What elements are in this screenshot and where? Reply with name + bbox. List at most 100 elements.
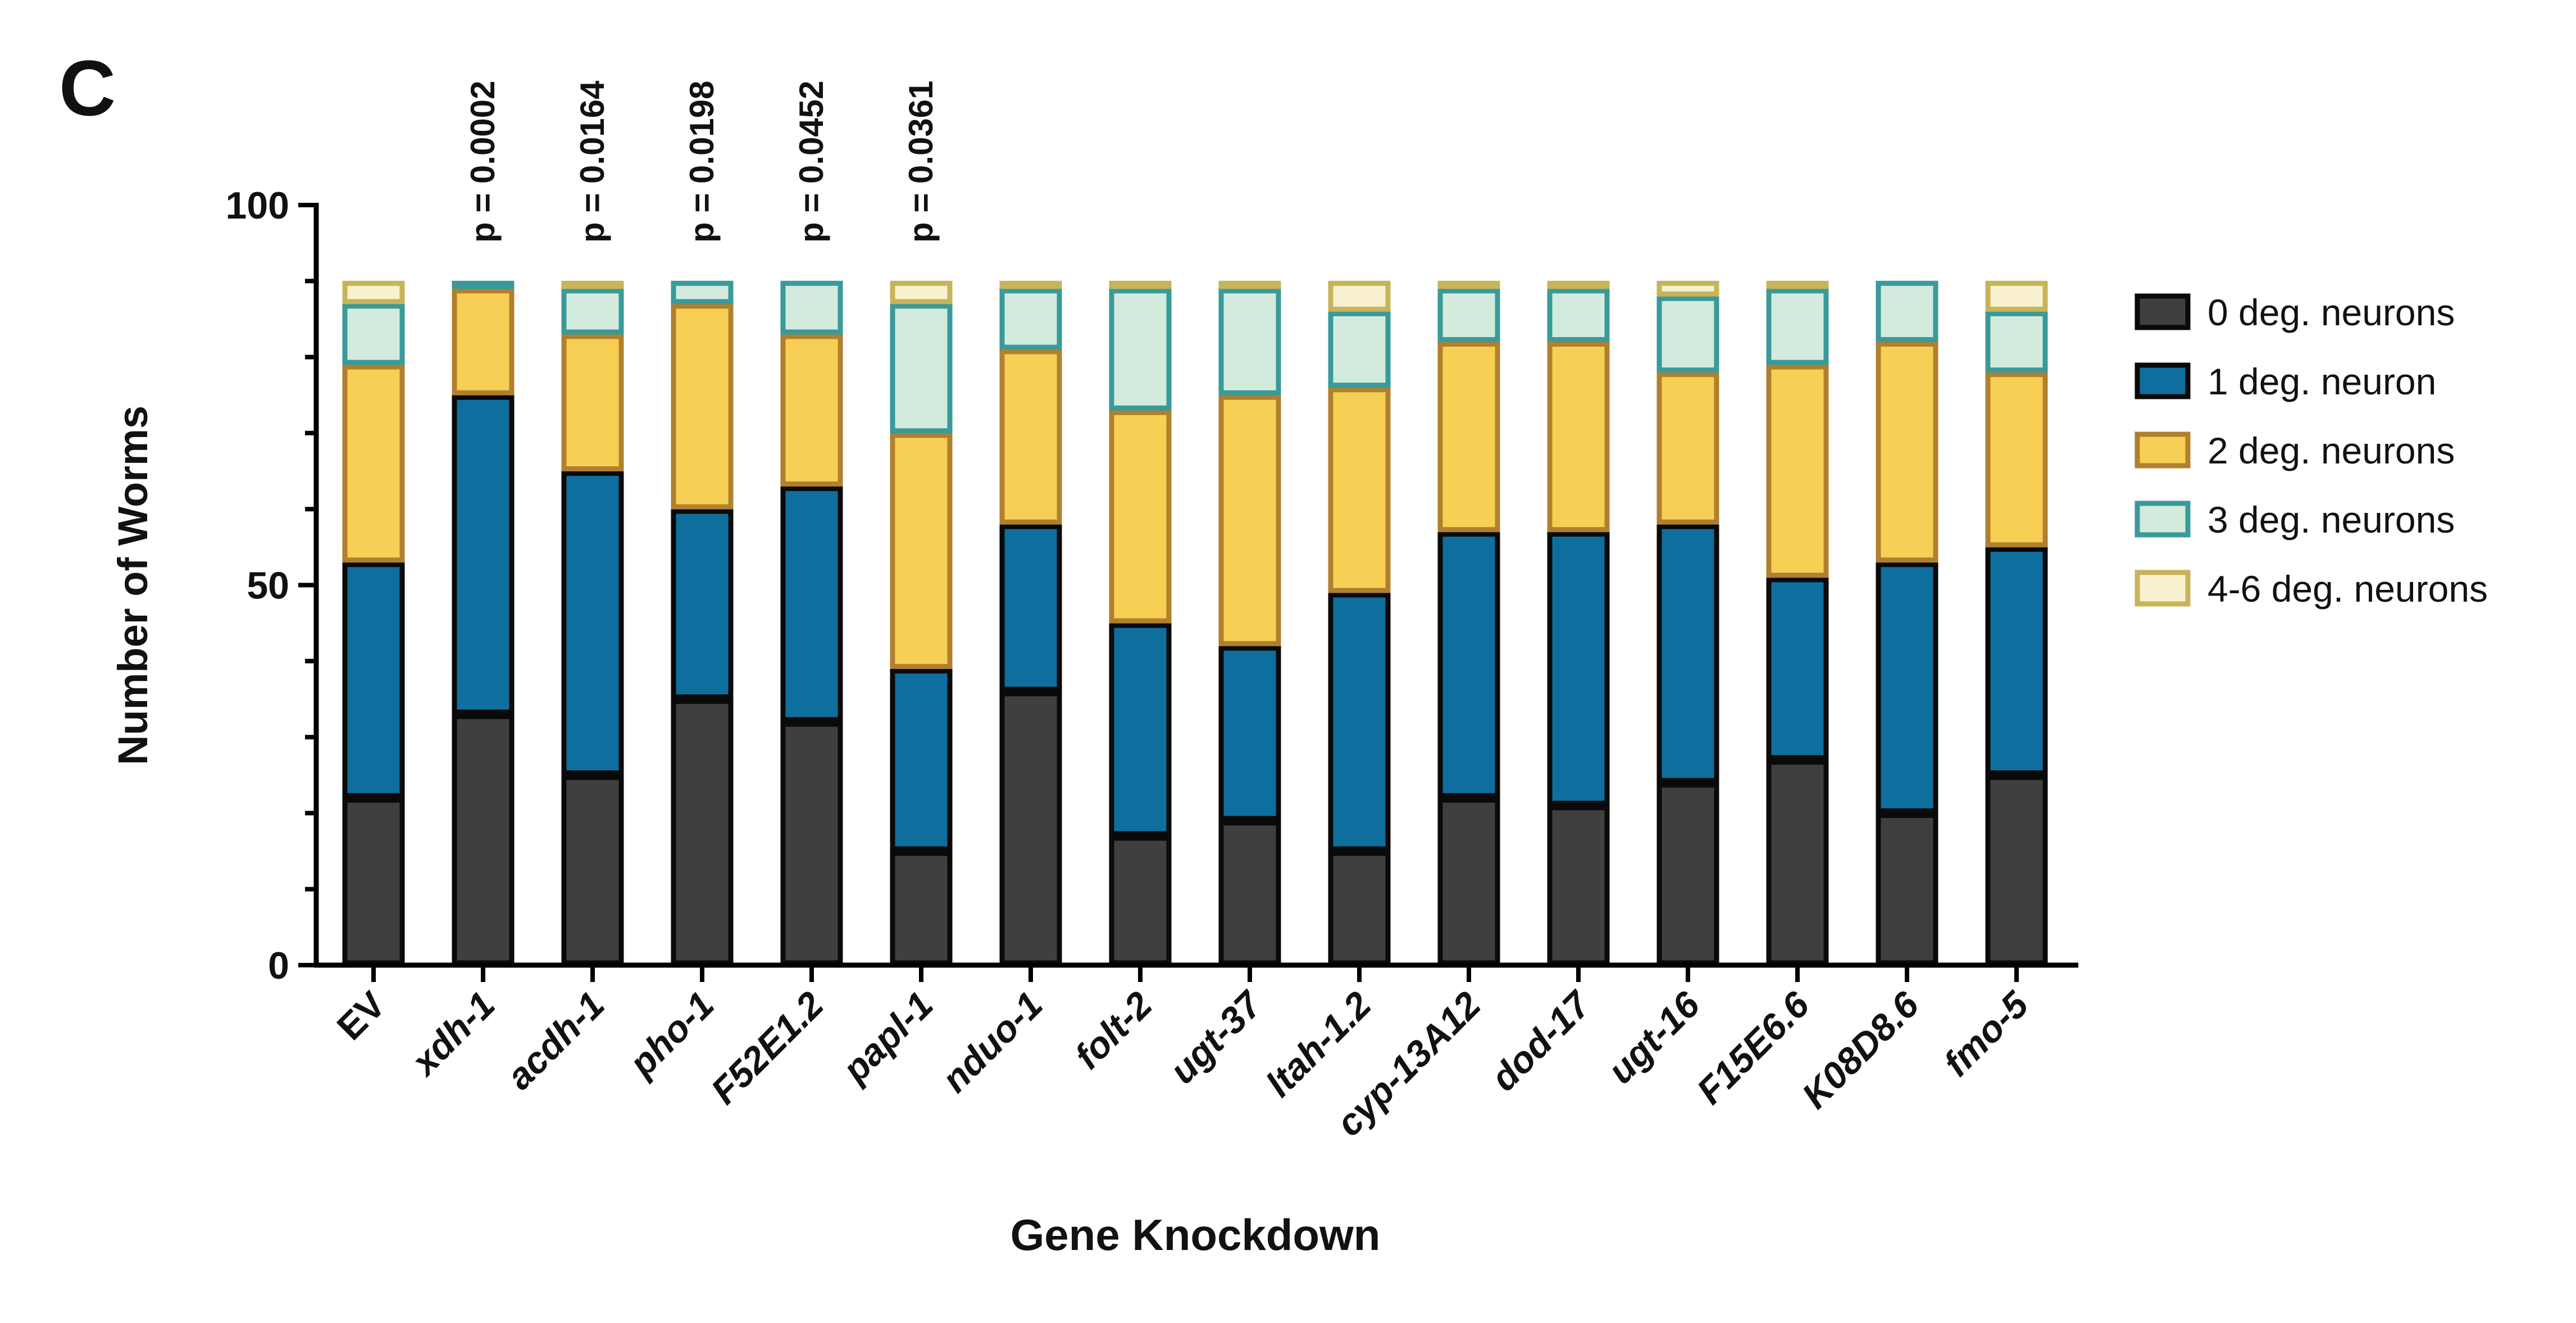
bar-segment-ugt-37-s3 xyxy=(1218,288,1281,395)
legend-label: 4-6 deg. neurons xyxy=(2208,568,2488,610)
legend-label: 3 deg. neurons xyxy=(2208,499,2455,540)
bar-segment-EV-s2 xyxy=(342,364,405,563)
bar-segment-papl-1-s4 xyxy=(890,280,953,304)
legend-swatch xyxy=(2134,293,2191,330)
y-tick-label: 100 xyxy=(226,184,289,227)
bar-segment-acdh-1-s1 xyxy=(561,471,624,776)
bar-segment-pho-1-s2 xyxy=(671,303,734,510)
bar-segment-ltah-1.2-s0 xyxy=(1328,851,1391,966)
x-category-label: pho-1 xyxy=(620,984,722,1085)
bar-segment-papl-1-s2 xyxy=(890,433,953,669)
y-tick-label: 0 xyxy=(268,944,289,987)
x-category-label: dod-17 xyxy=(1483,982,1600,1099)
bar-segment-dod-17-s2 xyxy=(1547,342,1610,533)
bar-segment-F52E1.2-s0 xyxy=(780,721,843,966)
bar-segment-pho-1-s0 xyxy=(671,698,734,966)
bar-segment-F15E6.6-s4 xyxy=(1766,280,1829,289)
y-axis-title: Number of Worms xyxy=(110,406,156,765)
bar-segment-ltah-1.2-s2 xyxy=(1328,387,1391,593)
bar-segment-acdh-1-s0 xyxy=(561,775,624,966)
legend: 0 deg. neurons 1 deg. neuron 2 deg. neuron… xyxy=(2134,292,2488,610)
bar-segment-F15E6.6-s1 xyxy=(1766,577,1829,761)
bar-segment-dod-17-s1 xyxy=(1547,531,1610,806)
bar-segment-ugt-37-s2 xyxy=(1218,394,1281,647)
bar-segment-ugt-37-s4 xyxy=(1218,280,1281,289)
legend-label: 2 deg. neurons xyxy=(2208,430,2455,471)
bar-segment-F15E6.6-s0 xyxy=(1766,760,1829,966)
bar-segment-acdh-1-s3 xyxy=(561,288,624,335)
bar-segment-papl-1-s1 xyxy=(890,668,953,852)
bar-segment-ltah-1.2-s4 xyxy=(1328,280,1391,312)
bar-segment-ugt-16-s2 xyxy=(1656,372,1719,525)
legend-label: 0 deg. neurons xyxy=(2208,292,2455,333)
bar-segment-nduo-1-s1 xyxy=(999,524,1062,692)
p-value-label: p = 0.0452 xyxy=(793,80,830,243)
x-category-label: acdh-1 xyxy=(498,984,612,1098)
bar-segment-fmo-5-s3 xyxy=(1985,311,2048,373)
bar-segment-cyp-13A12-s2 xyxy=(1437,342,1500,533)
bar-segment-ugt-16-s0 xyxy=(1656,782,1719,966)
bar-segment-xdh-1-s1 xyxy=(452,394,515,715)
bar-segment-folt-2-s3 xyxy=(1109,288,1172,411)
bar-segment-nduo-1-s2 xyxy=(999,349,1062,525)
bar-segment-papl-1-s3 xyxy=(890,303,953,434)
p-value-label: p = 0.0002 xyxy=(464,80,502,243)
bar-segment-nduo-1-s0 xyxy=(999,691,1062,966)
bar-segment-ltah-1.2-s1 xyxy=(1328,592,1391,852)
x-axis-title: Gene Knockdown xyxy=(1011,1210,1381,1260)
bar-segment-F15E6.6-s2 xyxy=(1766,364,1829,578)
x-category-label: nduo-1 xyxy=(934,984,1050,1101)
bar-segment-fmo-5-s4 xyxy=(1985,280,2048,312)
legend-swatch xyxy=(2134,501,2191,538)
bar-segment-K08D8.6-s0 xyxy=(1876,812,1938,966)
bar-segment-cyp-13A12-s1 xyxy=(1437,531,1500,798)
bar-segment-folt-2-s0 xyxy=(1109,835,1172,966)
x-category-label: ugt-37 xyxy=(1162,982,1271,1092)
x-category-label: F52E1.2 xyxy=(703,983,831,1112)
y-tick-label: 50 xyxy=(247,565,289,607)
bar-segment-folt-2-s2 xyxy=(1109,410,1172,624)
bar-segment-fmo-5-s1 xyxy=(1985,547,2048,776)
bar-segment-folt-2-s1 xyxy=(1109,622,1172,836)
bar-segment-F52E1.2-s1 xyxy=(780,486,843,722)
bar-segment-F15E6.6-s3 xyxy=(1766,288,1829,365)
x-category-label: EV xyxy=(329,984,393,1048)
legend-label: 1 deg. neuron xyxy=(2208,361,2436,402)
bar-segment-EV-s4 xyxy=(342,280,405,304)
bar-segment-dod-17-s4 xyxy=(1547,280,1610,289)
bar-segment-xdh-1-s3 xyxy=(452,280,515,289)
bar-segment-ugt-37-s1 xyxy=(1218,645,1281,821)
bar-segment-K08D8.6-s1 xyxy=(1876,562,1938,813)
bar-segment-acdh-1-s2 xyxy=(561,334,624,472)
x-category-label: ugt-16 xyxy=(1600,983,1708,1092)
bar-segment-EV-s1 xyxy=(342,562,405,798)
bar-segment-K08D8.6-s3 xyxy=(1876,280,1938,343)
x-category-label: K08D8.6 xyxy=(1794,983,1927,1116)
x-category-label: xdh-1 xyxy=(402,984,503,1084)
x-category-label: fmo-5 xyxy=(1936,983,2037,1084)
bar-segment-cyp-13A12-s4 xyxy=(1437,280,1500,289)
bar-segment-K08D8.6-s2 xyxy=(1876,342,1938,563)
legend-swatch xyxy=(2134,570,2191,607)
bar-segment-papl-1-s0 xyxy=(890,851,953,966)
bar-segment-EV-s0 xyxy=(342,797,405,966)
bar-segment-xdh-1-s2 xyxy=(452,288,515,395)
p-value-label: p = 0.0198 xyxy=(683,80,721,243)
p-value-label: p = 0.0361 xyxy=(902,80,940,243)
bar-segment-cyp-13A12-s3 xyxy=(1437,288,1500,343)
bar-segment-dod-17-s3 xyxy=(1547,288,1610,343)
bar-segment-acdh-1-s4 xyxy=(561,280,624,289)
legend-swatch xyxy=(2134,362,2191,399)
bar-segment-dod-17-s0 xyxy=(1547,805,1610,966)
bar-segment-F52E1.2-s3 xyxy=(780,280,843,335)
bar-segment-pho-1-s3 xyxy=(671,280,734,304)
bar-segment-EV-s3 xyxy=(342,303,405,365)
bar-segment-ugt-16-s4 xyxy=(1656,280,1719,297)
bar-segment-nduo-1-s4 xyxy=(999,280,1062,289)
panel-label: C xyxy=(59,44,116,132)
bar-segment-xdh-1-s0 xyxy=(452,714,515,966)
legend-swatch xyxy=(2134,431,2191,469)
x-category-label: folt-2 xyxy=(1067,983,1160,1077)
